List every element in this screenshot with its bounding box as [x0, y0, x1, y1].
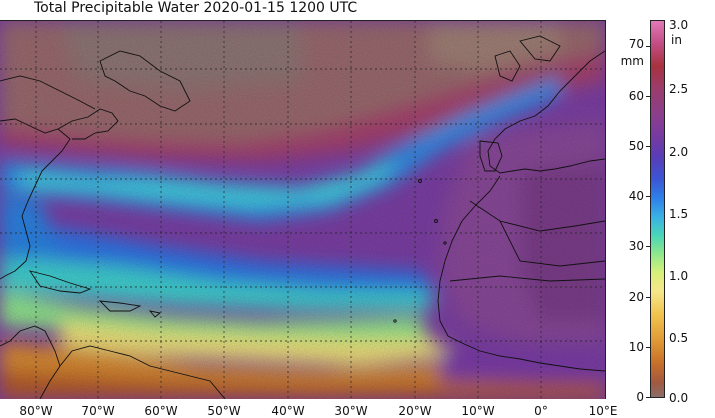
lon-label-40w: 40°W: [271, 404, 305, 418]
colorbar-in-tick: 2.5: [669, 82, 689, 96]
lon-label-20w: 20°W: [398, 404, 432, 418]
lon-label-80w: 80°W: [19, 404, 53, 418]
colorbar-in-tick: 0.5: [669, 331, 689, 345]
map-title: Total Precipitable Water 2020-01-15 1200…: [34, 0, 358, 16]
colorbar-mm-tick: 60: [628, 89, 644, 103]
colorbar: [650, 20, 665, 398]
colorbar-in-tick: 1.5: [669, 207, 689, 221]
colorbar-mm-tick: 40: [628, 189, 644, 203]
lon-label-70w: 70°W: [81, 404, 115, 418]
lon-label-0: 0°: [534, 404, 548, 418]
lon-label-50w: 50°W: [207, 404, 241, 418]
colorbar-in-unit: in: [671, 33, 682, 47]
lon-label-60w: 60°W: [144, 404, 178, 418]
lon-label-10e: 10°E: [588, 404, 618, 418]
colorbar-mm-tick: 50: [628, 139, 644, 153]
colorbar-mm-tick: 20: [628, 290, 644, 304]
colorbar-in-tick: 1.0: [669, 269, 689, 283]
tpw-map: [0, 20, 606, 399]
colorbar-mm-tick: 30: [628, 239, 644, 253]
colorbar-mm-unit: mm: [620, 54, 644, 68]
colorbar-mm-tick: 70: [628, 37, 644, 51]
lon-label-30w: 30°W: [334, 404, 368, 418]
colorbar-in-tick: 2.0: [669, 145, 689, 159]
colorbar-in-tick: 0.0: [669, 391, 689, 405]
lon-label-10w: 10°W: [461, 404, 495, 418]
colorbar-mm-tick: 0: [636, 390, 644, 404]
colorbar-in-tick: 3.0: [669, 18, 689, 32]
tpw-field: [0, 21, 605, 399]
colorbar-mm-tick: 10: [628, 340, 644, 354]
graticule: [0, 21, 605, 399]
coastlines: [0, 35, 605, 399]
